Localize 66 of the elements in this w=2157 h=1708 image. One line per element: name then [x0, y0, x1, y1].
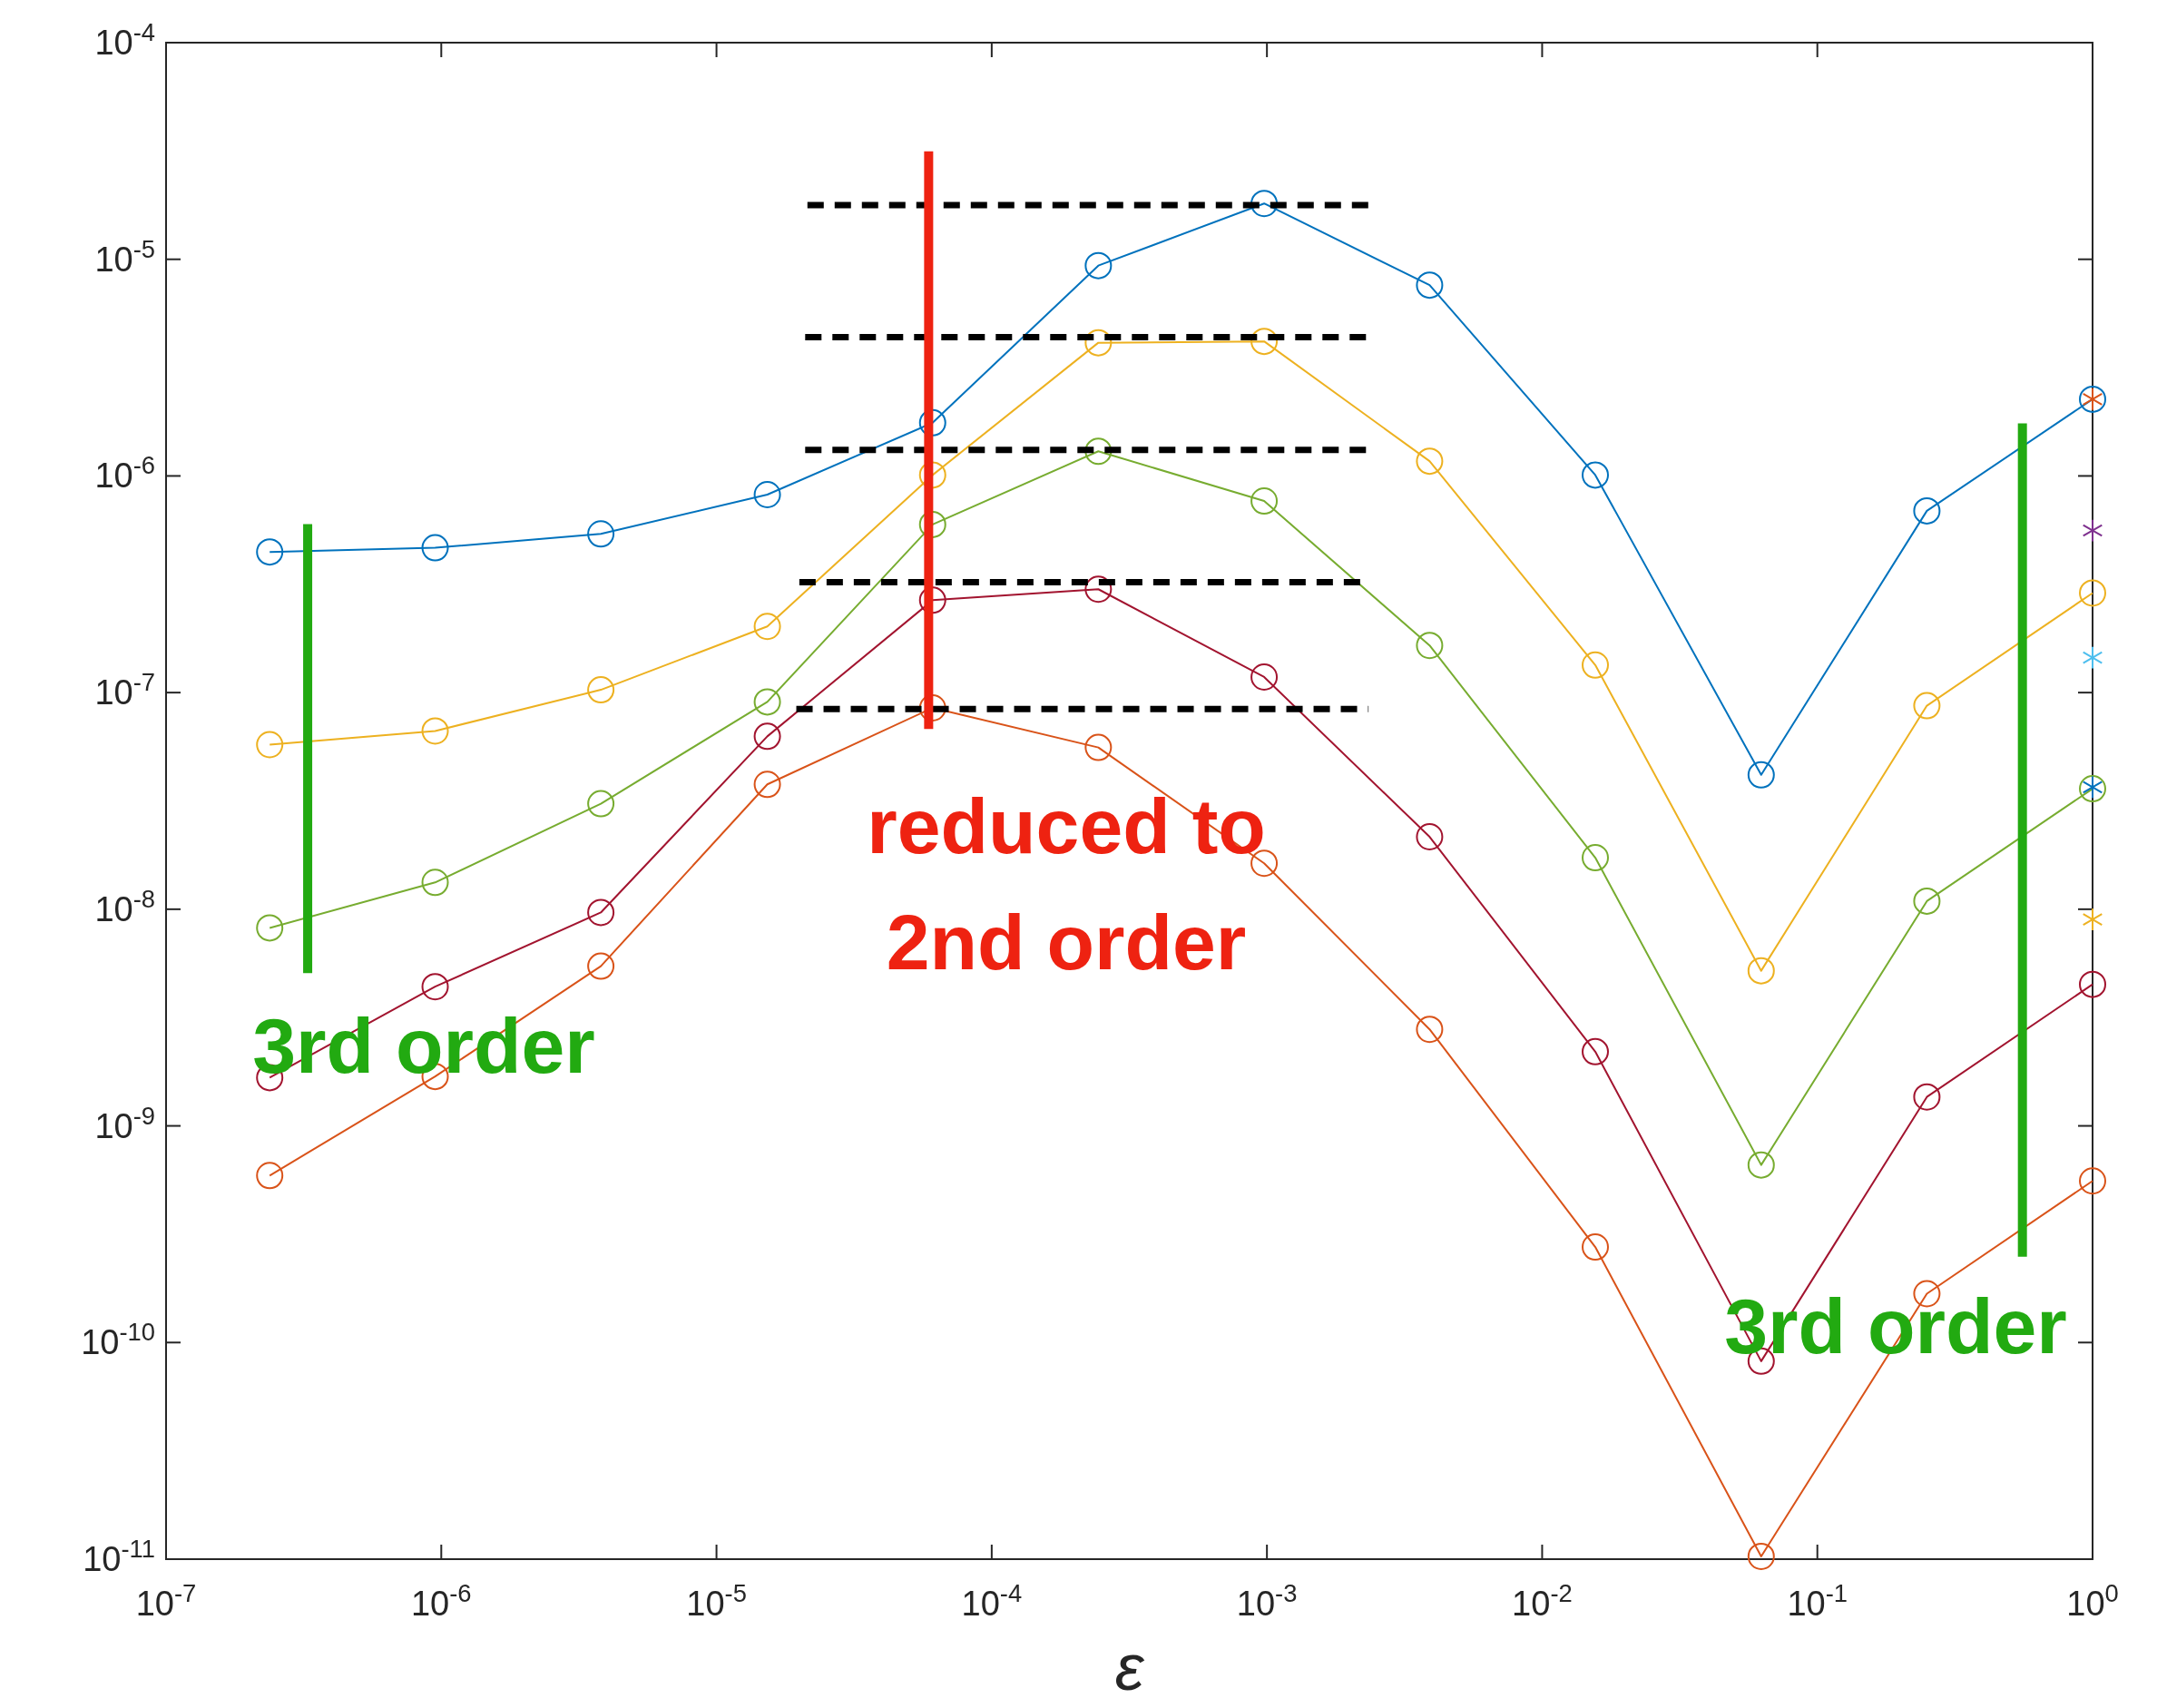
point [1582, 1037, 1609, 1065]
point [2079, 579, 2106, 607]
point [587, 520, 615, 548]
y-tick-label: 10$^{-7}$ [94, 667, 155, 712]
point [421, 534, 449, 562]
point [1582, 1233, 1609, 1261]
point [1747, 957, 1775, 985]
point [1416, 823, 1444, 851]
point [256, 914, 284, 942]
point [1582, 651, 1609, 679]
point [421, 869, 449, 897]
point [1250, 663, 1279, 691]
point [1416, 1016, 1444, 1044]
point [1250, 190, 1279, 218]
x-tick-label: 10$^{-4}$ [961, 1578, 1023, 1623]
point [1747, 761, 1775, 789]
y-tick-label: 10$^{-6}$ [94, 450, 155, 496]
y-tick-label: 10$^{-11}$ [83, 1534, 155, 1578]
x-tick-label: 10$^{-2}$ [1512, 1578, 1573, 1623]
point [587, 676, 615, 704]
y-tick-label: 10$^{-8}$ [94, 884, 155, 928]
point [587, 790, 615, 818]
point [1913, 887, 1941, 915]
point [1084, 329, 1113, 357]
x-axis-title: ε [1114, 1631, 1145, 1703]
point [1747, 1151, 1775, 1179]
point [753, 613, 781, 641]
point [2079, 775, 2106, 803]
point [421, 717, 449, 745]
y-tick-label: 10$^{-5}$ [94, 234, 155, 279]
x-tick-label: 10$^{-3}$ [1236, 1578, 1298, 1623]
point [1582, 844, 1609, 872]
x-tick-label: 10$^{-6}$ [410, 1578, 472, 1623]
point [1747, 1542, 1775, 1570]
point [1084, 437, 1113, 466]
point [587, 898, 615, 927]
point [1582, 461, 1609, 489]
point [753, 481, 781, 508]
y-tick-label: 10$^{-9}$ [94, 1101, 155, 1145]
point [753, 688, 781, 716]
point [2079, 970, 2106, 998]
point [1913, 496, 1941, 525]
point [421, 973, 449, 1001]
y-tick-label: 10$^{-10}$ [81, 1317, 155, 1362]
point [1913, 692, 1941, 720]
point [753, 722, 781, 751]
point [1084, 251, 1113, 280]
point [1416, 271, 1444, 299]
point [1250, 487, 1279, 515]
point [1416, 632, 1444, 660]
point [1084, 575, 1113, 604]
x-tick-label: 10$^{0}$ [2066, 1578, 2119, 1623]
point [1913, 1083, 1941, 1111]
x-tick-label: 10$^{-1}$ [1787, 1578, 1848, 1623]
point [1250, 328, 1279, 356]
point [587, 952, 615, 980]
y-tick-label: 10$^{-4}$ [94, 17, 155, 62]
point [256, 1162, 284, 1190]
point [1084, 733, 1113, 761]
point [256, 731, 284, 759]
point [2079, 1167, 2106, 1195]
point [1416, 447, 1444, 476]
point [256, 538, 284, 566]
x-tick-label: 10$^{-7}$ [135, 1578, 197, 1623]
x-tick-label: 10$^{-5}$ [686, 1578, 747, 1623]
point [753, 771, 781, 799]
